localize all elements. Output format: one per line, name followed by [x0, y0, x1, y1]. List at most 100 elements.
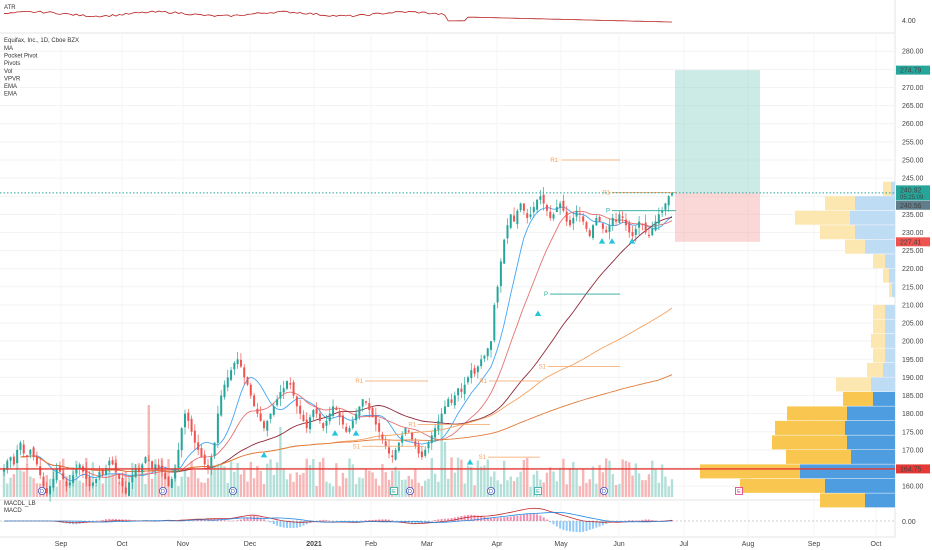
candle-body [578, 213, 581, 215]
candle-body [568, 219, 571, 226]
candle-body [114, 462, 117, 472]
vpvr-bar-up [873, 254, 885, 269]
candle-body [417, 444, 420, 454]
volume-bar [193, 469, 197, 497]
pivot-label: R1 [408, 423, 416, 429]
macd-histogram-bar [230, 520, 233, 522]
candle-body [450, 399, 453, 403]
candle-body [457, 388, 460, 396]
candle-body [305, 419, 308, 429]
candle-body [292, 382, 295, 396]
time-axis[interactable]: Sep Oct Nov Dec 2021 Feb Mar Apr May Jun Jul Aug Sep… [55, 541, 882, 548]
vpvr-bar-down [885, 254, 895, 269]
macd-histogram-bar [644, 519, 647, 521]
macd-histogram-bar [190, 520, 193, 521]
macd-histogram-bar [641, 519, 644, 521]
candle-body [299, 405, 302, 414]
candle-body [124, 487, 127, 494]
volume-bar [532, 474, 535, 497]
earnings-marker[interactable] [534, 487, 542, 495]
y-tick-label: 250.00 [902, 157, 924, 164]
volume-bar [351, 464, 355, 497]
macd-histogram-bar [325, 520, 328, 521]
dividend-marker[interactable] [158, 486, 167, 495]
macd-histogram-bar [601, 521, 604, 526]
volume-bar [35, 483, 39, 497]
dividend-marker[interactable] [228, 486, 237, 495]
volume-bar [216, 463, 220, 497]
candle-body [180, 428, 183, 451]
candle-body [68, 482, 71, 486]
macd-histogram-bar [98, 520, 101, 521]
ma-line [20, 210, 673, 478]
dividend-marker[interactable] [486, 486, 495, 495]
event-marker-label: E [392, 489, 396, 495]
candle-body [230, 370, 233, 380]
candle-body [91, 482, 94, 486]
candle-body [134, 468, 137, 478]
volume-bar [282, 468, 285, 497]
volume-bar [285, 479, 289, 497]
candle-body [506, 225, 509, 239]
macd-histogram-bar [545, 519, 548, 521]
pocket-pivot-triangle [534, 310, 542, 317]
candle-body [26, 455, 29, 458]
volume-bar [141, 466, 144, 497]
candle-body [424, 449, 427, 456]
candle-body [552, 214, 555, 219]
dividend-marker[interactable] [405, 486, 414, 495]
macd-histogram-bar [361, 520, 364, 522]
position-tool[interactable] [675, 70, 760, 242]
y-tick-label: 215.00 [902, 284, 924, 291]
macd-histogram-bar [509, 516, 512, 521]
candle-body [111, 460, 114, 465]
macd-histogram-bar [355, 521, 358, 522]
symbol-title[interactable]: Equifax, Inc., 1D, Cboe BZX [4, 38, 79, 44]
macd-histogram-bar [437, 519, 440, 521]
candle-body [671, 192, 673, 196]
candle-body [338, 410, 341, 418]
vpvr-bar-up [820, 493, 865, 508]
event-marker-label: D [40, 489, 44, 495]
dividend-marker[interactable] [38, 486, 47, 495]
candle-body [549, 211, 552, 218]
volume-bar [420, 486, 424, 497]
earnings-marker[interactable] [390, 487, 398, 495]
position-loss-zone[interactable] [675, 192, 760, 242]
macd-histogram-bar [654, 520, 657, 522]
volume-bar [552, 471, 555, 497]
candle-body [473, 368, 476, 374]
macd-histogram-bar [239, 519, 242, 521]
volume-bar [358, 477, 361, 497]
volume-bar [32, 478, 35, 497]
volume-bar [424, 480, 427, 497]
vpvr-bar-down [847, 435, 895, 450]
macd-histogram-bar [513, 516, 516, 521]
vpvr-bar-up [786, 449, 851, 464]
macd-histogram-bar [532, 513, 535, 521]
macd-histogram-bar [473, 514, 476, 521]
stop-price-badge: 227.41 [896, 237, 930, 247]
volume-bar [321, 457, 325, 497]
earnings-marker[interactable] [735, 487, 743, 495]
candle-body [335, 407, 338, 411]
candle-body [197, 442, 200, 450]
vpvr-bar-down [845, 420, 895, 435]
candle-body [128, 482, 131, 496]
macd-histogram-bar [440, 518, 443, 521]
dividend-marker[interactable] [600, 486, 609, 495]
svg-text:274.79: 274.79 [900, 68, 922, 75]
position-profit-zone[interactable] [675, 70, 760, 193]
volume-bar [588, 479, 591, 497]
volume-bar [604, 458, 608, 497]
candle-body [29, 449, 32, 455]
candle-body [213, 442, 216, 456]
candle-body [539, 196, 542, 200]
svg-text:05:25:09: 05:25:09 [900, 195, 924, 201]
volume-bar [213, 465, 216, 497]
volume-bar [308, 464, 312, 497]
